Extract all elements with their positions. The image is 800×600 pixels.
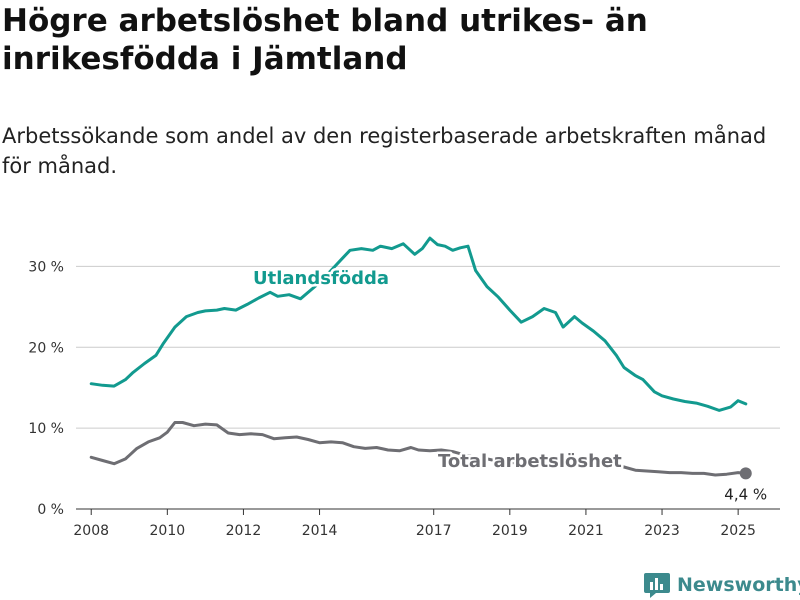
utlandsfodda-label-halo: Utlandsfödda — [253, 268, 389, 289]
x-tick-label: 2017 — [416, 523, 452, 539]
chart-subtitle: Arbetssökande som andel av den registerb… — [2, 124, 767, 178]
y-tick-label: 20 % — [28, 340, 64, 356]
x-tick-label: 2012 — [226, 523, 262, 539]
series-lines — [89, 236, 748, 477]
y-tick-label: 30 % — [28, 259, 64, 275]
x-tick-label: 2025 — [720, 523, 756, 539]
y-axis-ticks: 0 % 10 % 20 % 30 % — [28, 259, 64, 518]
last-value-dot — [739, 467, 752, 480]
brand-name: Newsworthy — [677, 574, 800, 596]
x-tick-label: 2010 — [150, 523, 186, 539]
utlandsfodda-line — [89, 236, 748, 412]
x-tick-label: 2014 — [302, 523, 338, 539]
x-tick-label: 2019 — [492, 523, 528, 539]
bar-chart-logo-icon — [644, 573, 670, 598]
utlandsfodda-label: Utlandsfödda — [253, 268, 389, 289]
x-tick-label: 2021 — [568, 523, 604, 539]
x-tick-label: 2008 — [73, 523, 109, 539]
chart-title: Högre arbetslöshet bland utrikes- än inr… — [2, 3, 648, 77]
total-arbetsloshet-label: Total arbetslöshet — [438, 451, 622, 472]
last-value-label: 4,4 % — [724, 485, 767, 503]
x-axis: 2008 2010 2012 2014 2017 2019 2021 2023 2025 — [73, 508, 780, 539]
newsworthy-logo: Newsworthy — [643, 570, 800, 600]
total-arbetsloshet-line — [89, 421, 748, 477]
total-arbetsloshet-label-halo: Total arbetslöshet — [438, 451, 622, 472]
y-tick-label: 0 % — [37, 502, 64, 518]
y-tick-label: 10 % — [28, 421, 64, 437]
grid-lines — [76, 265, 780, 429]
x-tick-label: 2023 — [644, 523, 680, 539]
